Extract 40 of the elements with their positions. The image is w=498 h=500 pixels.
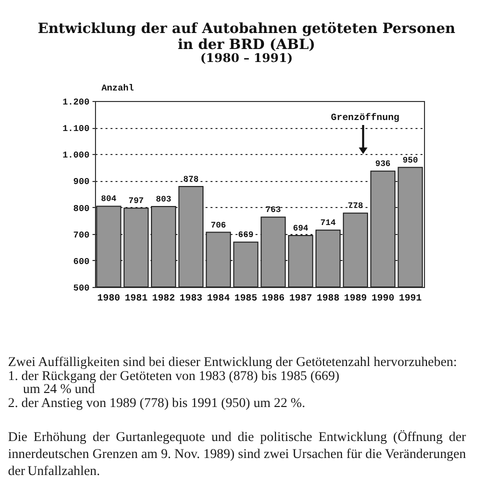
y-tick-label: 800 bbox=[73, 204, 90, 214]
x-tick-label: 1983 bbox=[180, 292, 203, 304]
y-tick-label: 600 bbox=[73, 256, 90, 267]
chart-title: Entwicklung der auf Autobahnen getöteten Personen in der BRD (ABL) bbox=[38, 21, 456, 53]
text: 1. der Rückgang der Getöteten von 1983 (878) bis 1985 (669) um 24 % und bbox=[8, 368, 340, 396]
data-label: 694 bbox=[292, 223, 308, 234]
text: 2. der Anstieg von 1989 (778) bis 1991 (950) um 22 %. bbox=[8, 394, 306, 410]
y-tick-label: 1.100 bbox=[62, 124, 90, 134]
data-label: 797 bbox=[128, 196, 144, 206]
text: Die Erhöhung der Gurtanlegequote und die politische Entwicklung (Öffnung der innerdeutschen Grenzen am 9. Nov. 1989) sind zwei Ursachen für die Veränderungen der Unfallzahlen. bbox=[8, 428, 466, 479]
x-tick-label: 1981 bbox=[124, 292, 148, 304]
data-label: 936 bbox=[375, 159, 391, 170]
x-tick-label: 1991 bbox=[398, 292, 422, 304]
data-label: 763 bbox=[266, 205, 281, 216]
y-axis-title: Anzahl bbox=[102, 84, 135, 94]
y-tick-label: 1.000 bbox=[62, 150, 90, 161]
chart-subtitle: (1980 – 1991) bbox=[200, 51, 293, 65]
x-tick-label: 1982 bbox=[152, 292, 176, 304]
x-tick-label: 1980 bbox=[97, 292, 120, 304]
y-tick-label: 1.200 bbox=[62, 98, 90, 108]
annotation: Grenzöffnung bbox=[330, 112, 400, 124]
data-label: 803 bbox=[156, 194, 172, 204]
x-tick-label: 1984 bbox=[206, 292, 230, 304]
y-tick-label: 900 bbox=[73, 177, 90, 188]
data-label: 669 bbox=[238, 230, 254, 240]
y-tick-label: 500 bbox=[73, 284, 90, 294]
x-tick-label: 1986 bbox=[262, 292, 285, 304]
x-tick-label: 1988 bbox=[316, 292, 340, 304]
data-label: 804 bbox=[101, 194, 116, 204]
data-label: 878 bbox=[183, 174, 199, 185]
data-label: 778 bbox=[348, 201, 364, 212]
data-label: 706 bbox=[210, 220, 226, 230]
x-tick-label: 1989 bbox=[344, 292, 368, 304]
data-label: 950 bbox=[402, 155, 418, 166]
data-label: 714 bbox=[320, 218, 336, 228]
x-tick-label: 1987 bbox=[289, 292, 312, 304]
x-tick-label: 1990 bbox=[371, 292, 395, 304]
y-tick-label: 700 bbox=[73, 230, 90, 240]
text: Zwei Auffälligkeiten sind bei dieser Entwicklung der Getötetenzahl hervorzuheben: bbox=[8, 354, 458, 369]
x-tick-label: 1985 bbox=[234, 292, 258, 304]
